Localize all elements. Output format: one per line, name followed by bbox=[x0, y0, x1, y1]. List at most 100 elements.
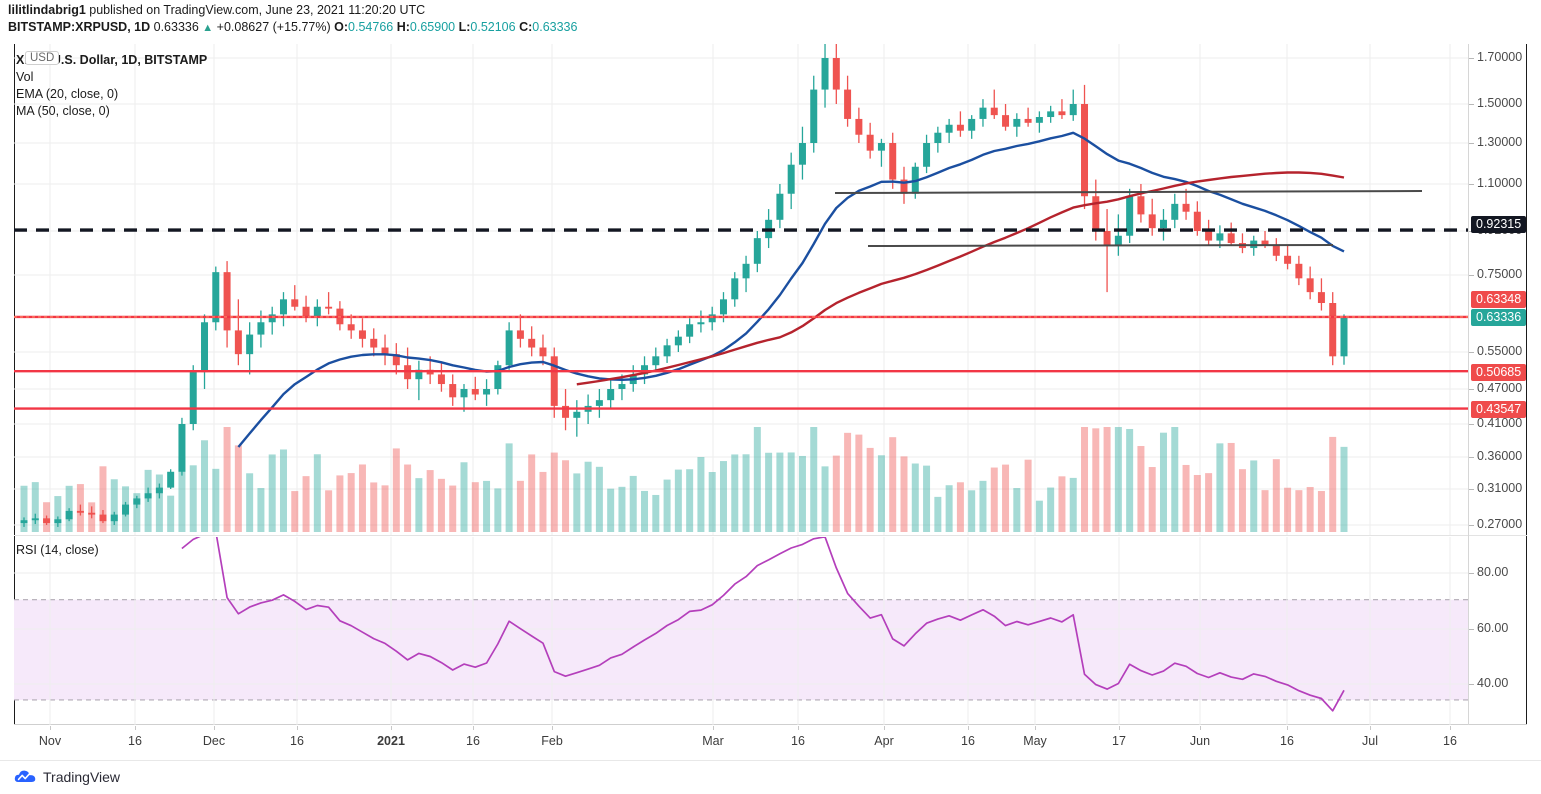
candle-body bbox=[133, 498, 141, 505]
price-tick-label: 0.47000 bbox=[1477, 381, 1523, 395]
candle-body bbox=[855, 118, 863, 135]
candle-body bbox=[990, 107, 998, 116]
candle-body bbox=[539, 347, 547, 357]
candle-body bbox=[347, 324, 355, 331]
volume-bar bbox=[483, 480, 491, 532]
price-tick-mark bbox=[1469, 489, 1474, 490]
rsi-pane[interactable] bbox=[14, 537, 1468, 725]
volume-bar bbox=[979, 480, 987, 532]
volume-bar bbox=[110, 479, 118, 532]
price-tick-mark bbox=[1469, 525, 1474, 526]
price-tick-mark bbox=[1469, 424, 1474, 425]
last-price: 0.63336 bbox=[153, 20, 199, 34]
price-tick-mark bbox=[1469, 58, 1474, 59]
time-tick-label: Jul bbox=[1362, 734, 1378, 748]
legend-volume[interactable]: Vol bbox=[16, 70, 34, 84]
rsi-line bbox=[181, 537, 1345, 712]
tradingview-logo[interactable]: TradingView bbox=[14, 769, 120, 785]
candle-body bbox=[877, 143, 885, 151]
candle-body bbox=[201, 322, 209, 373]
candle-body bbox=[641, 365, 649, 375]
legend-ema[interactable]: EMA (20, close, 0) bbox=[16, 87, 119, 101]
volume-bar bbox=[810, 427, 818, 532]
volume-bar bbox=[212, 468, 220, 532]
volume-bar bbox=[437, 478, 445, 532]
price-axis[interactable]: 1.700001.500001.300001.100000.920000.750… bbox=[1468, 44, 1541, 725]
time-tick-label: 16 bbox=[1443, 734, 1457, 748]
close-value: 0.63336 bbox=[532, 20, 578, 34]
candle-body bbox=[753, 238, 761, 264]
volume-bar bbox=[1035, 500, 1043, 532]
volume-bar bbox=[1306, 486, 1314, 532]
candle-body bbox=[798, 143, 806, 165]
volume-bar bbox=[821, 466, 829, 532]
candle-body bbox=[663, 345, 671, 357]
high-value: 0.65900 bbox=[409, 20, 456, 34]
price-pane[interactable] bbox=[14, 44, 1468, 535]
volume-bar bbox=[641, 490, 649, 532]
candle-body bbox=[945, 124, 953, 133]
rsi-pane-legend[interactable]: RSI (14, close) bbox=[16, 542, 99, 559]
price-tick-label: 1.30000 bbox=[1477, 135, 1523, 149]
candle-body bbox=[325, 306, 333, 309]
volume-bar bbox=[686, 469, 694, 532]
candle-body bbox=[1193, 211, 1201, 231]
volume-bar bbox=[990, 467, 998, 532]
volume-bar bbox=[674, 469, 682, 532]
volume-bar bbox=[404, 464, 412, 532]
candle-body bbox=[43, 518, 51, 524]
time-axis[interactable]: Nov 16 Dec 16 2021 16 Feb Mar 16 Apr 16 May 17 Jun 16 J… bbox=[0, 726, 1541, 760]
legend-symbol-title: XRP / U.S. Dollar, 1D, BITSTAMP bbox=[16, 53, 208, 67]
time-tick-label: 16 bbox=[1280, 734, 1294, 748]
candle-body bbox=[189, 372, 197, 424]
ema-20-line bbox=[237, 131, 1345, 448]
volume-bar bbox=[392, 448, 400, 532]
time-tick-mark bbox=[1035, 726, 1036, 730]
volume-bar bbox=[607, 488, 615, 532]
candle-body bbox=[31, 518, 39, 521]
candle-body bbox=[1205, 231, 1213, 241]
rsi-tick-mark bbox=[1469, 629, 1474, 630]
legend-ma[interactable]: MA (50, close, 0) bbox=[16, 104, 110, 118]
candle-body bbox=[731, 278, 739, 300]
volume-bar bbox=[336, 475, 344, 532]
candle-body bbox=[155, 487, 163, 494]
price-tick-label: 0.55000 bbox=[1477, 344, 1523, 358]
high-label: H: bbox=[396, 20, 410, 34]
candle-body bbox=[866, 134, 874, 151]
candle-body bbox=[934, 132, 942, 143]
candle-body bbox=[1069, 104, 1077, 116]
price-tick-label: 0.36000 bbox=[1477, 449, 1523, 463]
candle-body bbox=[494, 365, 502, 389]
volume-bar bbox=[697, 457, 705, 532]
candle-body bbox=[1081, 104, 1089, 197]
volume-bar bbox=[291, 491, 299, 532]
candle-body bbox=[1035, 117, 1043, 123]
candle-body bbox=[844, 89, 852, 119]
price-axis-value-badge[interactable]: 0.63336 bbox=[1471, 309, 1527, 326]
candle-body bbox=[471, 389, 479, 395]
candle-body bbox=[1103, 231, 1111, 246]
candle-body bbox=[832, 58, 840, 90]
price-axis-value-badge[interactable]: 0.63348 bbox=[1471, 291, 1527, 308]
candle-body bbox=[1058, 111, 1066, 116]
tradingview-wordmark: TradingView bbox=[43, 769, 121, 785]
volume-bar bbox=[223, 427, 231, 532]
candle-body bbox=[562, 405, 570, 418]
time-tick-mark bbox=[968, 726, 969, 730]
price-axis-value-badge[interactable]: 0.50685 bbox=[1471, 364, 1527, 381]
price-tick-mark bbox=[1469, 457, 1474, 458]
time-tick-mark bbox=[473, 726, 474, 730]
price-axis-value-badge[interactable]: 0.43547 bbox=[1471, 401, 1527, 418]
volume-bar bbox=[257, 488, 265, 532]
price-tick-label: 0.75000 bbox=[1477, 267, 1523, 281]
price-tick-mark bbox=[1469, 389, 1474, 390]
price-tick-label: 0.41000 bbox=[1477, 416, 1523, 430]
candle-body bbox=[595, 400, 603, 406]
volume-bar bbox=[234, 445, 242, 532]
candle-body bbox=[122, 504, 130, 515]
time-tick-label: 16 bbox=[128, 734, 142, 748]
legend-rsi[interactable]: RSI (14, close) bbox=[16, 543, 99, 557]
price-axis-value-badge[interactable]: 0.92315 bbox=[1471, 216, 1527, 233]
